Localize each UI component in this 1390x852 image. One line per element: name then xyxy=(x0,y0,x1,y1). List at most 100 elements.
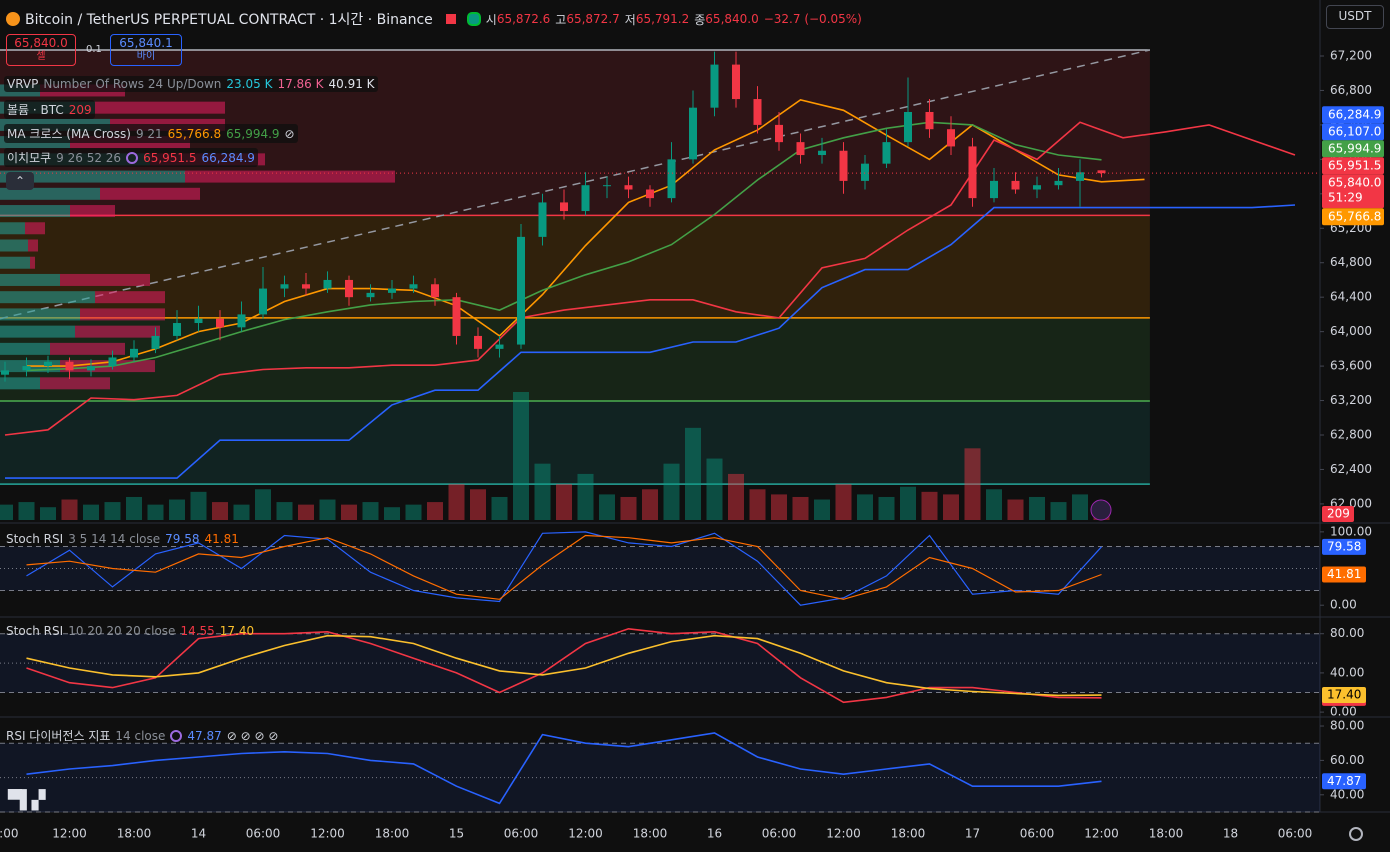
icons: ⊘ ⊘ ⊘ ⊘ xyxy=(226,728,279,743)
y-tick-label: 80.00 xyxy=(1330,719,1364,733)
candle-body xyxy=(323,279,332,289)
volume-bar xyxy=(470,489,486,520)
high: 65,872.7 xyxy=(566,12,620,26)
candle-body xyxy=(904,111,912,143)
buy-button[interactable]: 65,840.1 바이 xyxy=(110,34,182,66)
volume-bar xyxy=(943,494,959,520)
volume-bar xyxy=(1050,502,1067,520)
candle-body xyxy=(130,348,138,358)
close: 65,840.0 xyxy=(705,12,759,26)
candle-body xyxy=(710,64,719,108)
y-tick-label: 60.00 xyxy=(1330,753,1364,767)
y-tick-label: 40.00 xyxy=(1330,787,1364,801)
k-value: 79.58 xyxy=(165,532,200,546)
value-tag-label: 17.40 xyxy=(1327,688,1361,702)
y-tick-label: 40.00 xyxy=(1330,665,1364,679)
x-tick-label: 06:00 xyxy=(762,827,797,841)
candle-body xyxy=(646,189,654,199)
volume-bar xyxy=(513,392,529,520)
volume-bar xyxy=(577,473,594,520)
change: −32.7 (−0.05%) xyxy=(763,12,862,26)
volume-bar xyxy=(341,504,357,520)
loading-icon xyxy=(170,729,183,742)
x-tick-label: 18:00 xyxy=(633,827,668,841)
volume-bar xyxy=(835,484,852,520)
price-tag-label: 66,107.0 xyxy=(1328,124,1381,138)
low: 65,791.2 xyxy=(635,12,690,26)
ichimoku-base: 66,284.9 xyxy=(201,150,255,165)
sell-button[interactable]: 65,840.0 셀 xyxy=(6,34,76,66)
spread: 0.1 xyxy=(86,44,102,55)
settings-button[interactable] xyxy=(1349,827,1363,841)
volume-bar xyxy=(1007,499,1024,520)
price-tag-label: 66,284.9 xyxy=(1328,107,1381,121)
volume-bar xyxy=(147,504,164,520)
buy-label: 바이 xyxy=(136,51,156,62)
ichimoku-lead: 65,951.5 xyxy=(143,150,197,165)
volume-bar xyxy=(663,463,680,520)
ma-legend[interactable]: MA 크로스 (MA Cross) 9 21 65,766.8 65,994.9 ⊘ xyxy=(4,124,298,143)
volume-bar xyxy=(40,507,56,520)
volume-bar xyxy=(749,489,766,520)
candle-body xyxy=(409,284,418,289)
profile-up xyxy=(0,187,100,200)
indicator-line xyxy=(26,534,1102,600)
header: Bitcoin / TetherUS PERPETUAL CONTRACT · … xyxy=(6,9,862,29)
volume-bar xyxy=(491,496,508,520)
alert-button[interactable] xyxy=(1090,499,1112,521)
volume-bar xyxy=(921,491,938,520)
stoch1-legend[interactable]: Stoch RSI 3 5 14 14 close 79.58 41.81 xyxy=(6,532,239,546)
flag-icon[interactable] xyxy=(445,14,456,24)
y-tick-label: 64,400 xyxy=(1330,290,1372,304)
countdown: 51:29 xyxy=(1328,190,1363,204)
indicator-line xyxy=(5,204,1296,479)
vrvp-legend[interactable]: VRVP Number Of Rows 24 Up/Down 23.05 K 17.8… xyxy=(4,76,378,92)
trend-line xyxy=(0,49,1151,320)
volume-bar xyxy=(620,496,637,520)
candle-body xyxy=(1033,185,1041,190)
currency-button[interactable]: USDT xyxy=(1326,5,1384,29)
candle-body xyxy=(1,370,9,375)
ma-fast: 65,766.8 xyxy=(167,126,222,141)
candle-body xyxy=(388,288,396,293)
stoch2-legend[interactable]: Stoch RSI 10 20 20 20 close 14.55 17.40 xyxy=(6,624,254,638)
profile-down xyxy=(185,170,395,183)
volume-bar xyxy=(61,499,78,520)
x-tick-label: 06:00 xyxy=(504,827,539,841)
vrvp-down: 17.86 K xyxy=(277,77,324,91)
candle-body xyxy=(538,202,547,237)
volume-bar xyxy=(190,491,207,520)
candle-body xyxy=(22,366,31,371)
ichimoku-legend[interactable]: 이치모쿠 9 26 52 26 65,951.5 66,284.9 xyxy=(4,148,258,167)
volume-bar xyxy=(233,504,250,520)
ma-slow: 65,994.9 xyxy=(226,126,280,141)
volume-bar xyxy=(276,502,293,520)
symbol-title[interactable]: Bitcoin / TetherUS PERPETUAL CONTRACT · … xyxy=(25,12,433,28)
profile-up xyxy=(0,222,25,235)
profile-down xyxy=(50,342,125,355)
volume-legend[interactable]: 볼륨 · BTC 209 xyxy=(4,100,95,119)
sell-label: 셀 xyxy=(36,51,46,62)
open-label: 시 xyxy=(485,12,497,27)
volume-bar xyxy=(448,484,465,520)
y-tick-label: 80.00 xyxy=(1330,626,1364,640)
zone xyxy=(0,317,1150,401)
candle-body xyxy=(259,288,267,315)
volume-tag-label: 209 xyxy=(1327,507,1350,521)
title: RSI 다이버전스 지표 xyxy=(6,729,111,743)
volume-bar xyxy=(878,496,895,520)
rsi-legend[interactable]: RSI 다이버전스 지표 14 close 47.87 ⊘ ⊘ ⊘ ⊘ xyxy=(6,727,278,744)
collapse-button[interactable]: ⌃ xyxy=(6,172,34,190)
volume-bar xyxy=(298,504,314,520)
profile-down xyxy=(30,256,35,269)
volume-bar xyxy=(362,502,379,520)
x-tick-label: 18:00 xyxy=(1149,827,1184,841)
volume-bar xyxy=(0,504,13,520)
volume-bar xyxy=(706,458,723,520)
profile-down xyxy=(75,325,160,338)
title: Stoch RSI xyxy=(6,624,64,638)
x-tick-label: 12:00 xyxy=(568,827,603,841)
profile-up xyxy=(0,325,75,338)
candle-body xyxy=(560,202,568,212)
indicator-line xyxy=(26,121,1102,372)
